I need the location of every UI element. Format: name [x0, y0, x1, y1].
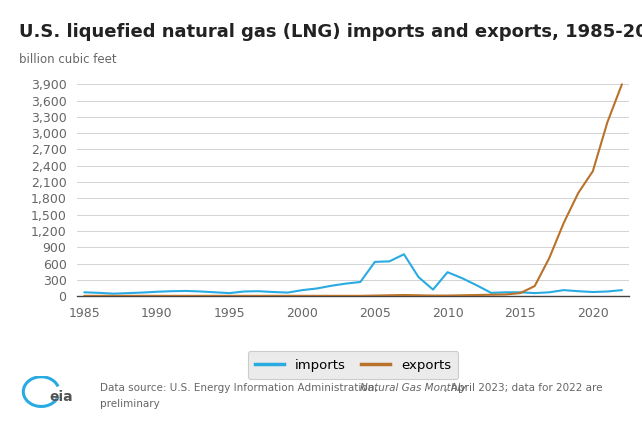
imports — [589, 289, 596, 294]
Text: , April 2023; data for 2022 are: , April 2023; data for 2022 are — [441, 382, 603, 393]
exports — [110, 293, 117, 298]
Text: Natural Gas Monthly: Natural Gas Monthly — [360, 382, 467, 393]
imports — [400, 252, 408, 257]
imports — [110, 291, 117, 296]
exports — [618, 82, 626, 87]
Text: U.S. liquefied natural gas (LNG) imports and exports, 1985-2022: U.S. liquefied natural gas (LNG) imports… — [19, 23, 642, 41]
imports — [240, 289, 248, 294]
imports — [603, 289, 611, 294]
imports — [487, 290, 495, 295]
imports — [124, 291, 132, 296]
exports — [196, 293, 204, 298]
Text: billion cubic feet: billion cubic feet — [19, 53, 117, 66]
Line: imports: imports — [84, 254, 622, 294]
imports — [560, 288, 568, 293]
imports — [429, 287, 437, 292]
imports — [473, 283, 480, 288]
exports — [270, 293, 277, 298]
imports — [502, 290, 510, 295]
exports — [371, 293, 379, 298]
exports — [80, 293, 88, 298]
exports — [124, 293, 132, 298]
exports — [313, 293, 320, 298]
exports — [299, 293, 306, 298]
exports — [575, 190, 582, 195]
imports — [327, 283, 335, 288]
exports — [168, 293, 175, 298]
imports — [255, 288, 263, 294]
imports — [342, 281, 350, 286]
exports — [255, 293, 263, 298]
imports — [444, 270, 451, 275]
exports — [560, 220, 568, 225]
exports — [429, 293, 437, 298]
exports — [502, 292, 510, 297]
exports — [531, 283, 539, 288]
exports — [153, 293, 160, 298]
imports — [226, 291, 234, 296]
imports — [153, 289, 160, 294]
exports — [415, 293, 422, 298]
imports — [95, 290, 103, 295]
imports — [356, 280, 364, 285]
imports — [182, 288, 190, 294]
Text: Data source: U.S. Energy Information Administration,: Data source: U.S. Energy Information Adm… — [100, 382, 381, 393]
exports — [400, 292, 408, 297]
exports — [226, 293, 234, 298]
imports — [415, 275, 422, 280]
imports — [531, 291, 539, 296]
imports — [458, 276, 466, 281]
Line: exports: exports — [84, 84, 622, 296]
imports — [546, 290, 553, 295]
exports — [95, 293, 103, 298]
imports — [313, 286, 320, 291]
exports — [487, 292, 495, 297]
imports — [516, 290, 524, 295]
imports — [284, 290, 291, 295]
exports — [473, 292, 480, 297]
exports — [211, 293, 219, 298]
Text: preliminary: preliminary — [100, 399, 159, 409]
imports — [196, 289, 204, 294]
exports — [444, 293, 451, 298]
exports — [182, 293, 190, 298]
imports — [386, 259, 394, 264]
exports — [356, 293, 364, 298]
Legend: imports, exports: imports, exports — [248, 351, 458, 379]
Text: eia: eia — [49, 390, 73, 404]
exports — [546, 255, 553, 261]
imports — [575, 288, 582, 294]
imports — [371, 259, 379, 264]
exports — [284, 293, 291, 298]
exports — [240, 293, 248, 298]
imports — [168, 288, 175, 294]
imports — [80, 290, 88, 295]
exports — [386, 293, 394, 298]
imports — [299, 288, 306, 293]
exports — [327, 293, 335, 298]
exports — [589, 169, 596, 174]
imports — [139, 290, 146, 295]
imports — [270, 289, 277, 294]
exports — [516, 291, 524, 296]
exports — [139, 293, 146, 298]
imports — [618, 288, 626, 293]
exports — [458, 293, 466, 298]
exports — [603, 120, 611, 125]
exports — [342, 293, 350, 298]
imports — [211, 290, 219, 295]
